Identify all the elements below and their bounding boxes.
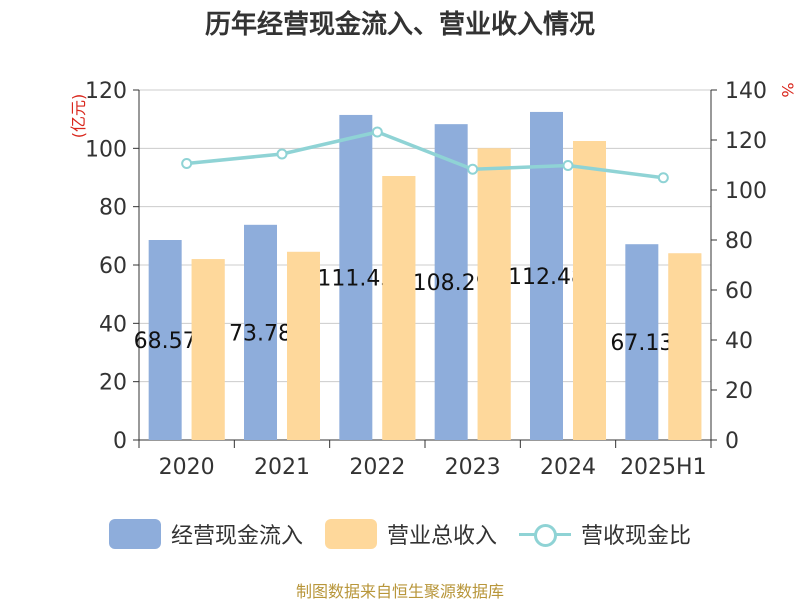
x-axis-tick-label: 2020 — [159, 455, 215, 480]
legend-swatch-revenue — [324, 519, 377, 549]
right-axis-tick-label: 40 — [725, 329, 753, 354]
right-axis-tick-label: 120 — [725, 129, 767, 154]
left-axis-tick-label: 0 — [113, 429, 127, 454]
x-axis-tick-label: 2023 — [445, 455, 501, 480]
right-axis-tick-label: 20 — [725, 379, 753, 404]
chart-title: 历年经营现金流入、营业收入情况 — [204, 10, 595, 40]
left-axis-tick-label: 80 — [99, 196, 127, 221]
bar-cash-inflow — [625, 244, 659, 440]
line-cash-ratio — [186, 130, 664, 180]
bar-revenue-overlay — [668, 253, 702, 440]
bar-cash-inflow — [148, 240, 182, 440]
bar-revenue-overlay — [477, 148, 511, 441]
left-axis-tick-label: 120 — [85, 79, 127, 104]
left-axis-unit: (亿元) — [69, 94, 88, 139]
data-label: 112.48 — [508, 265, 585, 290]
legend-label-cash-inflow: 经营现金流入 — [170, 524, 303, 549]
line-point-cash-ratio — [562, 160, 574, 171]
line-point-cash-ratio — [657, 172, 669, 184]
left-axis-tick-label: 100 — [85, 137, 127, 162]
left-axis-tick-label: 20 — [99, 371, 127, 396]
legend-label-revenue: 营业总收入 — [386, 524, 497, 549]
right-axis-tick-label: 100 — [725, 179, 767, 204]
line-point-cash-ratio — [181, 158, 193, 169]
x-axis-tick-label: 2022 — [349, 455, 405, 480]
legend-swatch-cash-inflow — [108, 519, 161, 549]
line-point-cash-ratio — [371, 126, 383, 138]
data-source-note: 制图数据来自恒生聚源数据库 — [295, 582, 504, 601]
bar-cash-inflow — [244, 224, 277, 440]
line-point-cash-ratio — [467, 163, 479, 175]
right-axis-tick-label: 60 — [725, 279, 753, 304]
data-label: 111.45 — [317, 266, 394, 291]
legend-label-cash-ratio: 营收现金比 — [581, 524, 692, 549]
x-axis-tick-label: 2025H1 — [620, 455, 707, 480]
legend-item-cash-ratio[interactable]: 营收现金比 — [519, 518, 691, 550]
legend-swatch-cash-ratio — [519, 519, 571, 549]
x-axis-tick-label: 2024 — [540, 455, 596, 480]
data-label: 67.13 — [610, 331, 673, 356]
legend-item-revenue[interactable]: 营业总收入 — [324, 518, 497, 550]
bar-revenue-overlay — [287, 251, 320, 440]
left-axis-tick-label: 60 — [99, 254, 127, 279]
bar-cash-inflow — [339, 114, 373, 440]
right-axis-tick-label: 140 — [725, 79, 767, 104]
data-label: 73.78 — [229, 321, 292, 346]
chart-legend: 经营现金流入 营业总收入 营收现金比 — [0, 514, 800, 554]
bar-cash-inflow — [434, 124, 468, 440]
data-label: 68.57 — [134, 329, 197, 354]
bar-revenue-overlay — [191, 259, 225, 440]
line-point-cash-ratio — [276, 148, 288, 160]
bar-revenue-overlay — [382, 176, 416, 440]
x-axis-tick-label: 2021 — [254, 455, 310, 480]
right-axis-unit: % — [778, 82, 797, 97]
right-axis-tick-label: 0 — [725, 429, 739, 454]
bar-revenue-overlay — [573, 141, 606, 440]
left-axis-tick-label: 40 — [99, 312, 127, 337]
legend-item-cash-inflow[interactable]: 经营现金流入 — [108, 518, 303, 550]
right-axis-tick-label: 80 — [725, 229, 753, 254]
data-label: 108.29 — [413, 271, 490, 296]
